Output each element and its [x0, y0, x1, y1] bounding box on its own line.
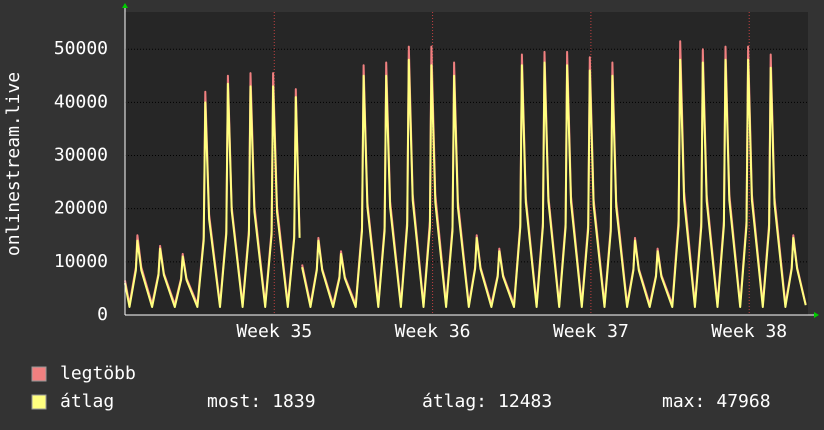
legend-swatch — [31, 366, 47, 382]
stat: max: 47968 — [662, 391, 771, 412]
y-axis-label: onlinestream.live — [3, 72, 24, 256]
stat-label: max: — [662, 391, 705, 412]
legend-label: legtöbb — [60, 363, 136, 384]
stat-label: most: — [207, 391, 261, 412]
y-axis-arrow — [122, 3, 128, 8]
stat-value: 1839 — [272, 391, 315, 412]
series-line — [124, 58, 807, 308]
legend-swatch — [31, 394, 47, 410]
x-axis-arrow — [814, 312, 819, 318]
stat-value: 47968 — [716, 391, 770, 412]
stat-label: átlag: — [422, 391, 487, 412]
x-tick-label: Week 35 — [236, 321, 312, 342]
y-tick-label: 20000 — [54, 198, 108, 219]
stat-value: 12483 — [498, 391, 552, 412]
y-tick-label: 50000 — [54, 38, 108, 59]
x-tick-label: Week 38 — [711, 321, 787, 342]
legend-label: átlag — [60, 391, 114, 412]
x-tick-label: Week 36 — [395, 321, 471, 342]
y-tick-label: 10000 — [54, 251, 108, 272]
y-tick-label: 30000 — [54, 145, 108, 166]
y-tick-label: 40000 — [54, 91, 108, 112]
y-tick-label: 0 — [97, 304, 108, 325]
stat: átlag: 12483 — [422, 391, 552, 412]
stat: most: 1839 — [207, 391, 316, 412]
x-tick-label: Week 37 — [553, 321, 629, 342]
